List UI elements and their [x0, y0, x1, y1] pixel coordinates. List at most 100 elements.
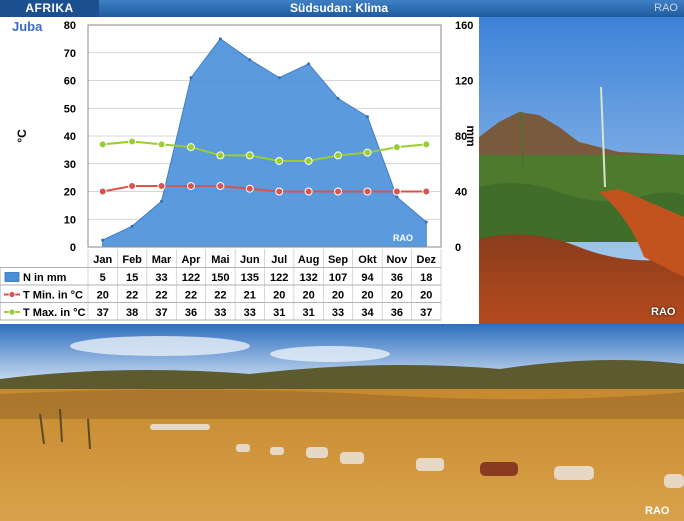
- y-left-tick-label: 20: [64, 187, 76, 199]
- tmin-line: [102, 184, 427, 193]
- table-cell: 20: [303, 290, 315, 302]
- cattle-photo-bottom: RAO: [0, 324, 684, 521]
- table-cell: 122: [182, 272, 200, 284]
- y-right-tick-label: 160: [455, 20, 473, 32]
- table-cell: 150: [211, 272, 229, 284]
- legend-label: N in mm: [23, 272, 67, 284]
- month-label: Aug: [298, 254, 319, 266]
- table-cell: 20: [97, 290, 109, 302]
- y-left-tick-label: 60: [64, 76, 76, 88]
- y-right-tick-label: 40: [455, 187, 467, 199]
- tmin-point: [304, 187, 313, 196]
- tmax-point: [422, 140, 431, 149]
- legend-label: T Max. in °C: [23, 307, 86, 319]
- legend-marker: [8, 308, 16, 316]
- month-label: Apr: [181, 254, 201, 266]
- table-cell: 33: [332, 307, 344, 319]
- y-right-tick-label: 120: [455, 76, 473, 88]
- y-left-tick-label: 10: [64, 214, 76, 226]
- table-cell: 107: [329, 272, 347, 284]
- month-label: Nov: [386, 254, 408, 266]
- region-label: AFRIKA: [0, 0, 99, 17]
- table-cell: 20: [332, 290, 344, 302]
- table-cell: 20: [391, 290, 403, 302]
- month-label: Jan: [93, 254, 112, 266]
- precipitation-point: [277, 76, 281, 80]
- photo-bottom-watermark: RAO: [645, 505, 670, 517]
- tmax-point: [128, 137, 137, 146]
- top-bar: AFRIKA Südsudan: Klima RAO: [0, 0, 684, 17]
- chart-watermark: RAO: [393, 233, 413, 243]
- table-cell: 31: [273, 307, 285, 319]
- table-cell: 22: [155, 290, 167, 302]
- table-cell: 36: [391, 272, 403, 284]
- tmax-point: [363, 148, 372, 157]
- table-cell: 20: [420, 290, 432, 302]
- month-label: Mar: [152, 254, 172, 266]
- precipitation-point: [424, 220, 428, 224]
- table-cell: 5: [100, 272, 106, 284]
- tmax-line: [102, 140, 427, 162]
- precipitation-point: [130, 224, 134, 228]
- table-cell: 33: [155, 272, 167, 284]
- table-cell: 18: [420, 272, 432, 284]
- precipitation-point: [336, 97, 340, 101]
- month-label: Mai: [211, 254, 229, 266]
- precipitation-point: [101, 238, 105, 242]
- photo-right-watermark: RAO: [651, 306, 676, 318]
- precipitation-point: [248, 58, 252, 62]
- y-left-axis-label: °C: [15, 129, 29, 143]
- month-label: Dez: [417, 254, 437, 266]
- precipitation-point: [365, 115, 369, 119]
- brand-label: RAO: [654, 2, 678, 14]
- precipitation-point: [189, 76, 193, 80]
- y-left-tick-label: 80: [64, 20, 76, 32]
- tmax-point: [216, 151, 225, 160]
- y-right-tick-label: 0: [455, 242, 461, 254]
- month-label: Feb: [122, 254, 142, 266]
- tmin-point: [392, 187, 401, 196]
- tmax-point: [157, 140, 166, 149]
- table-cell: 22: [214, 290, 226, 302]
- tmin-point: [363, 187, 372, 196]
- y-left-tick-label: 50: [64, 103, 76, 115]
- table-cell: 37: [420, 307, 432, 319]
- table-cell: 22: [126, 290, 138, 302]
- tmax-point: [304, 156, 313, 165]
- table-cell: 36: [391, 307, 403, 319]
- tmin-point: [128, 181, 137, 190]
- y-left-tick-label: 0: [70, 242, 76, 254]
- tmin-point: [245, 184, 254, 193]
- tmin-point: [98, 187, 107, 196]
- table-cell: 132: [299, 272, 317, 284]
- table-cell: 22: [185, 290, 197, 302]
- table-cell: 33: [244, 307, 256, 319]
- table-cell: 38: [126, 307, 138, 319]
- y-left-tick-label: 30: [64, 159, 76, 171]
- station-label: Juba: [12, 19, 43, 34]
- table-cell: 34: [361, 307, 374, 319]
- precipitation-point: [395, 195, 399, 199]
- precipitation-point: [218, 37, 222, 41]
- precipitation-point: [160, 199, 164, 203]
- table-cell: 31: [303, 307, 315, 319]
- table-cell: 37: [155, 307, 167, 319]
- table-cell: 20: [361, 290, 373, 302]
- table-cell: 122: [270, 272, 288, 284]
- tmin-point: [275, 187, 284, 196]
- table-cell: 135: [241, 272, 259, 284]
- y-right-tick-label: 80: [455, 131, 467, 143]
- y-left-tick-label: 70: [64, 48, 76, 60]
- legend-marker: [8, 291, 16, 298]
- y-right-axis-label: mm: [464, 125, 478, 146]
- tmax-point: [392, 143, 401, 152]
- month-label: Jun: [240, 254, 260, 266]
- table-cell: 36: [185, 307, 197, 319]
- savanna-photo-right: RAO: [479, 17, 684, 324]
- legend-label: T Min. in °C: [23, 290, 83, 302]
- tmax-point: [334, 151, 343, 160]
- table-cell: 20: [273, 290, 285, 302]
- month-label: Sep: [328, 254, 348, 266]
- y-left-tick-label: 40: [64, 131, 76, 143]
